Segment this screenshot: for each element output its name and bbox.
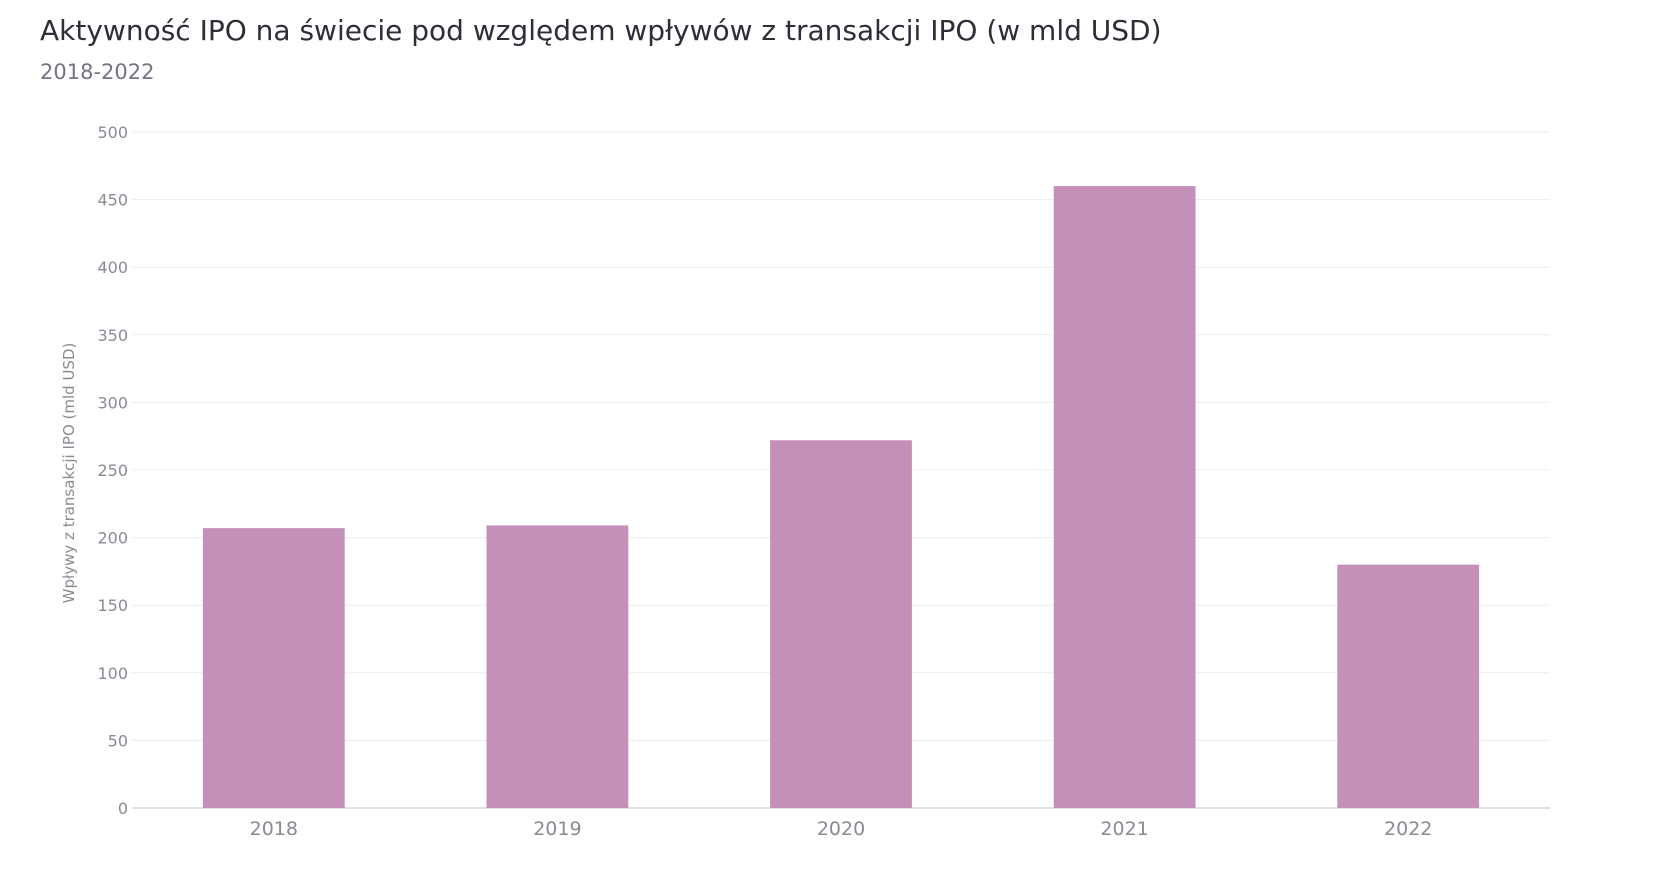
y-tick-label: 250: [97, 461, 128, 480]
bar-2020[interactable]: [770, 440, 912, 808]
y-tick-label: 200: [97, 529, 128, 548]
y-tick-label: 500: [97, 123, 128, 142]
y-tick-label: 50: [108, 731, 128, 750]
x-tick-label: 2020: [817, 818, 865, 840]
y-tick-label: 450: [97, 191, 128, 210]
y-tick-label: 0: [118, 799, 128, 818]
y-tick-label: 100: [97, 664, 128, 683]
bar-2022[interactable]: [1337, 564, 1480, 808]
chart-title: Aktywność IPO na świecie pod względem wp…: [40, 14, 1162, 47]
y-axis-label: Wpływy z transakcji IPO (mld USD): [60, 343, 78, 604]
bar-2021[interactable]: [1053, 186, 1196, 808]
y-tick-label: 400: [97, 258, 128, 277]
grid-layer: [132, 131, 1550, 809]
x-tick-label: 2018: [250, 818, 298, 840]
y-tick-label: 150: [97, 596, 128, 615]
chart-subtitle: 2018-2022: [40, 60, 155, 84]
y-tick-label: 350: [97, 326, 128, 345]
x-tick-label: 2021: [1100, 818, 1148, 840]
bar-2018[interactable]: [202, 528, 345, 808]
bar-layer: [202, 186, 1480, 808]
x-tick-label: 2022: [1384, 818, 1432, 840]
bar-2019[interactable]: [486, 525, 629, 808]
x-tick-label: 2019: [533, 818, 581, 840]
axis-layer: 0 50 100 150 200 250 300 350 400 450 500 2018 2019 20…: [97, 123, 1432, 840]
y-tick-label: 300: [97, 393, 128, 412]
